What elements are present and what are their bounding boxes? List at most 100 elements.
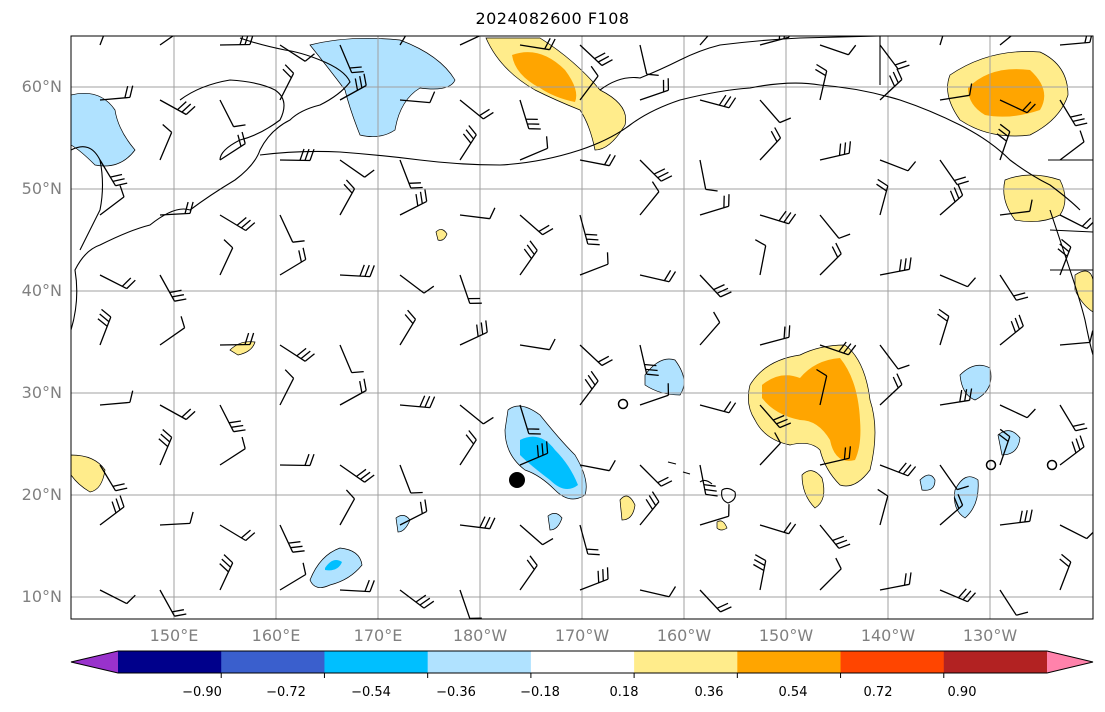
wind-barb [1059,553,1072,591]
colorbar-segment [324,651,429,673]
wind-barb [754,239,767,276]
wind-barb [639,44,659,77]
wind-barb [879,462,917,477]
wind-barb [759,36,790,46]
neg-region-small-2 [959,364,992,401]
pos-region-west-35n [229,341,256,356]
wind-barb [459,589,482,619]
wind-barb [158,429,173,466]
wind-barb [999,99,1036,114]
wind-barb [99,159,128,187]
wind-barb [759,404,792,429]
wind-barb [639,383,670,406]
wind-barb [579,252,609,276]
coast-aleutians [259,82,1081,211]
tc-marker-ring-1 [617,398,629,410]
wind-barbs [97,36,1093,619]
wind-barb [99,589,136,605]
wind-barb [159,316,186,346]
wind-barb [459,430,477,466]
wind-barb [939,588,976,603]
wind-barb [879,68,903,101]
wind-barb [399,159,423,189]
wind-barb [639,270,677,283]
wind-barb [219,436,246,466]
wind-barb [399,395,436,409]
cb-tick-label: −0.90 [182,685,222,700]
wind-barb [219,404,246,433]
wind-barb [579,44,613,67]
pos-region-small-4 [716,520,728,531]
colorbar-segment [634,651,738,673]
neg-region-small-4 [954,476,979,519]
wind-barb [399,91,436,104]
lon-label-150e: 150°E [149,626,199,645]
colorbar-segment [943,651,1048,673]
wind-barb [699,36,709,46]
wind-barb [939,159,969,186]
wind-barb [819,44,857,56]
lat-label-20n: 20°N [21,485,62,504]
wind-barb [1059,524,1093,540]
wind-barb [219,239,234,276]
lon-label-170e: 170°E [353,626,403,645]
wind-barb [339,579,375,593]
wind-barb [219,554,234,591]
colorbar-extend-low [71,651,118,673]
lat-label-50n: 50°N [21,179,62,198]
wind-barb [879,373,903,406]
cb-tick-label: 0.18 [609,685,639,700]
anomaly-shading [71,37,1093,588]
wind-barb [459,99,494,120]
colorbar-segment [737,651,842,673]
wind-barb [579,153,616,167]
wind-barb [459,125,477,161]
wind-barb [1059,99,1088,127]
wind-barb [879,159,917,172]
wind-barb [339,489,356,526]
wind-barb [879,44,910,70]
wind-barb [759,325,791,346]
wind-barb [159,36,175,46]
wind-barb [999,314,1024,346]
wind-barb [819,242,842,276]
wind-barb [519,240,538,276]
wind-barb [99,390,134,406]
colorbar-segment [530,651,635,673]
wind-barb [519,99,541,130]
wind-barb [399,309,417,346]
wind-barb [639,464,673,487]
wind-barb [939,388,973,406]
cb-tick-label: 0.72 [863,685,893,700]
cb-tick-label: 0.90 [947,685,977,700]
coast-alaska-west [599,36,881,91]
wind-barb [876,178,889,216]
wind-barb [339,464,375,483]
wind-barb [1059,435,1085,466]
wind-barb [219,524,256,542]
wind-barb [279,148,315,162]
wind-barb [699,504,730,526]
coast-hawaii [667,461,736,504]
wind-barb [579,214,600,246]
wind-barb [1059,214,1093,230]
wind-barb [699,274,732,298]
wind-barb [579,344,613,367]
wind-barb [219,214,256,232]
wind-barb [1057,238,1072,276]
wind-barb [339,378,367,406]
wind-barb [99,495,125,526]
wind-barb [699,94,737,109]
wind-barb [459,207,496,220]
wind-barb [999,589,1029,616]
wind-barb [939,274,976,288]
cb-tick-label: −0.54 [351,685,391,700]
wind-barb [579,524,600,556]
lon-label-160w: 160°W [656,626,712,645]
neg-region-small-5 [919,474,936,491]
neg-region-central-core [520,436,578,489]
neg-region-small-3 [997,430,1021,456]
wind-barb [879,257,912,276]
pos-region-small-2 [619,495,636,521]
wind-barb [459,320,488,346]
